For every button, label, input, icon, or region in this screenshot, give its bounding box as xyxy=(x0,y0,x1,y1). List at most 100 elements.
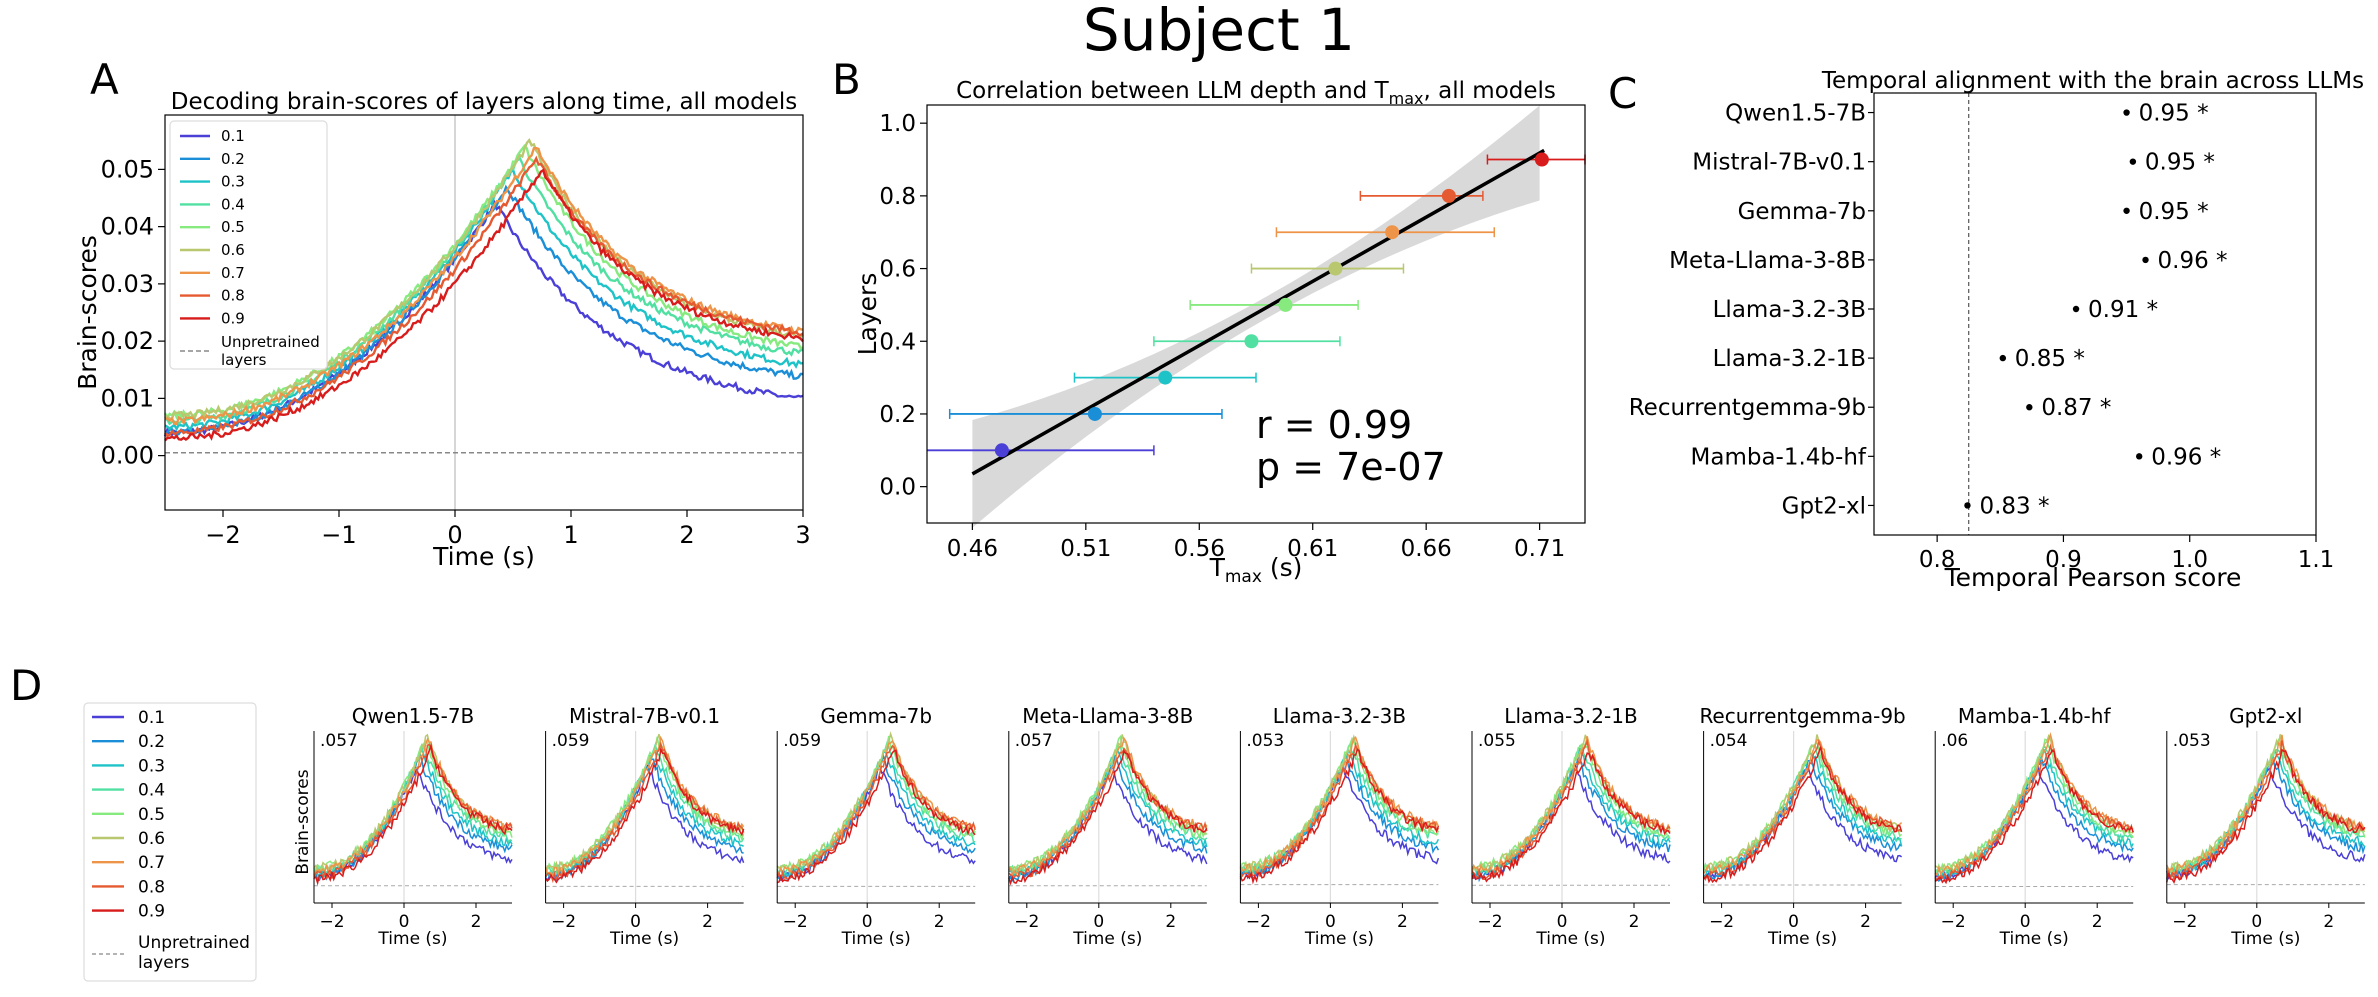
panel-c-score-dot xyxy=(1999,354,2007,362)
panel-d-series-0.9 xyxy=(2166,748,2366,885)
panel-d-series-0.5 xyxy=(313,739,513,875)
panel-d-legend-label-0.8: 0.8 xyxy=(138,877,165,897)
panel-a-ytick-label: 0.00 xyxy=(101,442,154,470)
panel-c-score-dot xyxy=(2142,256,2149,264)
panel-d-subplot-2: Mistral-7B-v0.1 .059 −2 0 2 Time (s) xyxy=(544,704,745,949)
panel-d-subplot-title: Mamba-1.4b-hf xyxy=(1958,704,2112,728)
panel-c-temporal-alignment-chart: Temporal alignment with the brain across… xyxy=(1629,68,2364,592)
panel-d-series-0.5 xyxy=(1471,742,1671,873)
panel-b-xlabel-sub: max xyxy=(1225,567,1262,587)
panel-c-score-dot xyxy=(2026,404,2033,411)
panel-d-series-0.9 xyxy=(1008,749,1208,886)
panel-d-xlabel: Time (s) xyxy=(1304,929,1374,949)
panel-a-legend-label-0.7: 0.7 xyxy=(221,264,245,282)
panel-d-xtick-label: 0 xyxy=(1788,912,1799,932)
panel-d-series-0.7 xyxy=(776,739,976,878)
panel-d-series-0.5 xyxy=(1702,741,1903,872)
panel-a-series-0.8 xyxy=(164,155,804,438)
panel-b-title-suffix: , all models xyxy=(1424,78,1556,104)
panel-d-max-label: .057 xyxy=(1015,731,1053,751)
panel-d-max-label: .055 xyxy=(1478,731,1516,751)
panel-a-xtick-label: 3 xyxy=(795,521,810,549)
panel-b-depth-correlation-chart: Correlation between LLM depth and Tmax, … xyxy=(853,78,1586,587)
panel-d-xlabel: Time (s) xyxy=(609,929,679,949)
panel-a-ytick-label: 0.02 xyxy=(101,327,154,355)
panel-d-subplot-5: Llama-3.2-3B .053 −2 0 2 Time (s) xyxy=(1239,704,1440,949)
panel-a-ytick-label: 0.03 xyxy=(101,270,154,298)
panel-c-xtick-label: 0.9 xyxy=(2045,547,2082,573)
panel-a-xtick-label: 0 xyxy=(447,521,462,549)
panel-d-xtick-label: 0 xyxy=(2020,912,2031,932)
panel-b-fit-line xyxy=(971,148,1546,476)
panel-c-score-dot xyxy=(2123,207,2130,214)
panel-b-annotation-r: r = 0.99 xyxy=(1256,403,1412,447)
panel-d-legend-label-0.9: 0.9 xyxy=(138,902,165,922)
panel-b-point-0.3 xyxy=(1158,370,1173,385)
panel-d-xtick-label: 0 xyxy=(1093,912,1104,932)
panel-a-ytick-label: 0.04 xyxy=(101,213,154,241)
panel-letter-a: A xyxy=(90,55,119,104)
panel-d-xtick-label: 0 xyxy=(862,912,873,932)
panel-d-legend-label-0.1: 0.1 xyxy=(138,708,165,728)
panel-d-xtick-label: −2 xyxy=(1941,912,1966,932)
panel-a-xlabel: Time (s) xyxy=(432,542,535,571)
panel-b-title: Correlation between LLM depth and Tmax, … xyxy=(956,78,1556,108)
panel-d-max-label: .06 xyxy=(1941,731,1968,751)
panel-d-xtick-label: −2 xyxy=(1477,912,1502,932)
panel-d-xtick-label: −2 xyxy=(319,912,344,932)
panel-d-subplot-title: Mistral-7B-v0.1 xyxy=(569,704,720,728)
panel-d-series-0.8 xyxy=(313,743,513,881)
panel-d-series-0.7 xyxy=(1008,736,1208,878)
panel-d-series-0.7 xyxy=(2166,734,2366,876)
panel-a-xtick-label: 1 xyxy=(563,521,578,549)
panel-d-xtick-label: 2 xyxy=(1397,912,1408,932)
panel-a-ytick-label: 0.05 xyxy=(101,155,154,183)
panel-d-subplot-title: Qwen1.5-7B xyxy=(352,704,475,728)
panel-a-legend-label-0.5: 0.5 xyxy=(221,218,245,236)
panel-b-xtick-label: 0.71 xyxy=(1514,536,1565,562)
panel-a-legend-unpretrained-line1: Unpretrained xyxy=(221,333,320,351)
panel-c-xlabel: Temporal Pearson score xyxy=(1944,563,2242,592)
panel-a-xtick-label: 2 xyxy=(679,521,694,549)
panel-d-max-label: .053 xyxy=(2173,731,2211,751)
panel-a-legend-label-0.8: 0.8 xyxy=(221,287,245,305)
panel-c-model-label: Llama-3.2-1B xyxy=(1713,346,1866,372)
panel-c-score-label: 0.87 * xyxy=(2041,395,2111,421)
panel-b-annotation-p: p = 7e-07 xyxy=(1256,445,1446,489)
panel-d-series-0.6 xyxy=(776,731,976,871)
panel-d-subplot-title: Llama-3.2-3B xyxy=(1273,704,1406,728)
panel-b-point-0.1 xyxy=(994,443,1009,458)
panel-d-legend-label-0.2: 0.2 xyxy=(138,732,165,752)
figure-title: Subject 1 xyxy=(1083,0,1355,64)
panel-b-xtick-label: 0.61 xyxy=(1287,536,1338,562)
panel-d-legend-unpretrained-line1: Unpretrained xyxy=(138,933,250,953)
panel-d-series-0.4 xyxy=(544,741,745,875)
panel-d-series-0.9 xyxy=(1703,746,1903,884)
panel-b-xlabel-suffix: (s) xyxy=(1262,553,1302,582)
panel-a-legend-label-0.6: 0.6 xyxy=(221,241,245,259)
panel-b-xtick-label: 0.51 xyxy=(1060,536,1111,562)
panel-d-max-label: .054 xyxy=(1710,731,1748,751)
panel-d-xtick-label: 2 xyxy=(1165,912,1176,932)
panel-a-xtick-label: −1 xyxy=(321,521,356,549)
panel-d-series-0.7 xyxy=(544,735,745,878)
panel-d-subplot-9: Gpt2-xl .053 −2 0 2 Time (s) xyxy=(2166,704,2366,949)
panel-letter-d: D xyxy=(10,661,42,710)
panel-d-series-0.4 xyxy=(1239,741,1439,874)
panel-d-series-0.9 xyxy=(1934,749,2134,885)
panel-a-frame xyxy=(164,114,804,511)
panel-d-xtick-label: 2 xyxy=(471,912,482,932)
panel-c-model-label: Qwen1.5-7B xyxy=(1725,101,1866,127)
panel-d-series-0.9 xyxy=(1471,752,1671,883)
panel-letter-b: B xyxy=(832,55,861,104)
panel-d-xtick-label: 2 xyxy=(934,912,945,932)
panel-d-legend-label-0.6: 0.6 xyxy=(138,829,165,849)
panel-b-title-sub: max xyxy=(1389,89,1424,108)
panel-b-point-0.4 xyxy=(1244,334,1259,349)
panel-b-point-0.9 xyxy=(1534,152,1549,167)
panel-c-score-dot xyxy=(2123,109,2130,116)
panel-b-ytick-label: 0.8 xyxy=(879,184,916,210)
panel-c-score-label: 0.85 * xyxy=(2015,346,2085,372)
panel-d-series-0.6 xyxy=(544,733,745,873)
panel-d-xlabel: Time (s) xyxy=(1072,929,1142,949)
